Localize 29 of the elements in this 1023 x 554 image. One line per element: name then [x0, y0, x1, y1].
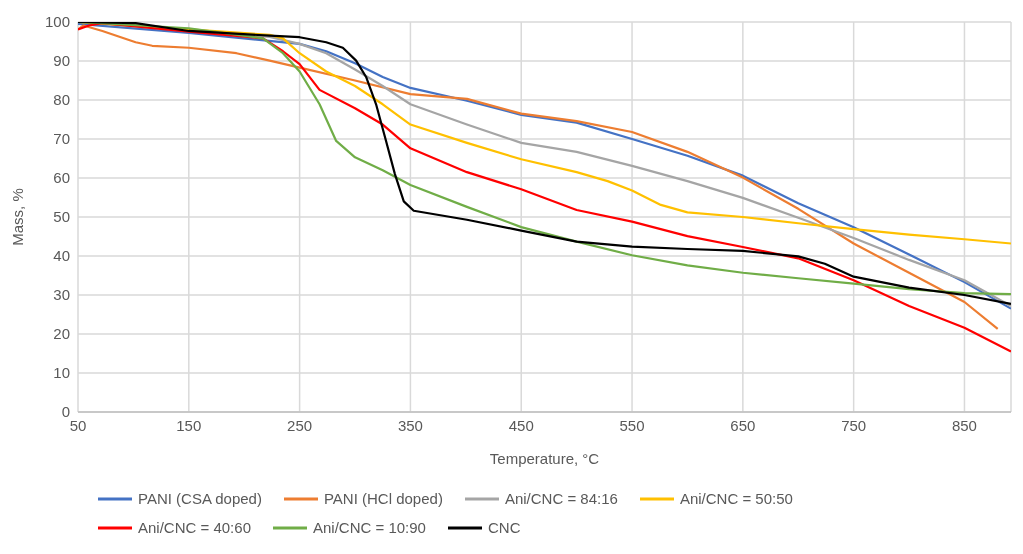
- y-tick-label: 10: [53, 364, 70, 382]
- x-tick-label: 850: [951, 416, 977, 434]
- y-tick-label: 30: [53, 286, 70, 304]
- x-axis-title: Temperature, °C: [489, 450, 600, 467]
- y-tick-label: 50: [53, 208, 70, 226]
- y-tick-label: 90: [53, 52, 70, 70]
- y-tick-label: 20: [53, 325, 70, 343]
- x-tick-label: 350: [397, 416, 423, 434]
- legend-label: PANI (HCl doped): [323, 490, 443, 507]
- y-tick-label: 60: [53, 169, 70, 187]
- y-axis-title: Mass, %: [9, 188, 27, 246]
- x-tick-label: 50: [69, 416, 87, 434]
- x-tick-label: 750: [841, 416, 867, 434]
- y-tick-label: 100: [44, 13, 70, 31]
- y-tick-label: 0: [61, 403, 70, 421]
- y-tick-label: 40: [53, 247, 70, 265]
- legend-label: Ani/CNC = 40:60: [138, 519, 251, 536]
- x-tick-label: 450: [508, 416, 534, 434]
- legend-label: CNC: [487, 519, 521, 536]
- legend-label: Ani/CNC = 84:16: [504, 490, 618, 507]
- y-tick-label: 80: [53, 91, 70, 109]
- x-tick-label: 150: [176, 416, 202, 434]
- y-tick-label: 70: [53, 130, 70, 148]
- x-tick-label: 550: [619, 416, 645, 434]
- legend-label: Ani/CNC = 50:50: [679, 490, 793, 507]
- x-tick-label: 250: [287, 416, 313, 434]
- legend-label: Ani/CNC = 10:90: [312, 519, 426, 536]
- x-tick-label: 650: [730, 416, 756, 434]
- legend-label: PANI (CSA doped): [138, 490, 262, 507]
